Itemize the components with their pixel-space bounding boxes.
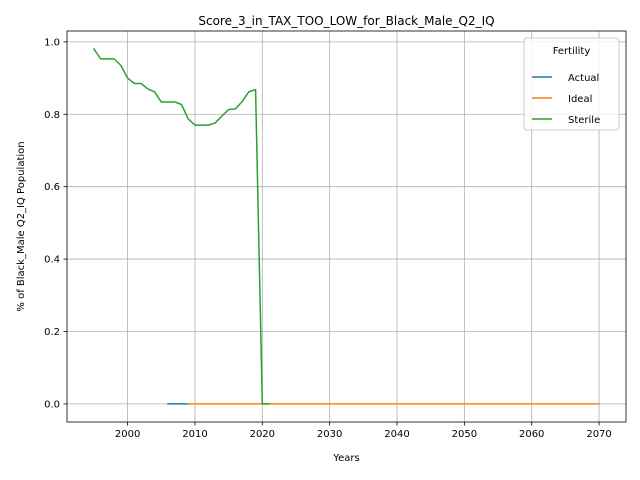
legend-items: Actual Ideal Sterile bbox=[532, 73, 600, 126]
y-tick-label: 0.6 bbox=[44, 182, 60, 193]
y-tick-label: 0.2 bbox=[44, 327, 60, 338]
series-line-sterile bbox=[92, 48, 270, 405]
x-axis-label: Years bbox=[332, 453, 359, 464]
chart-title: Score_3_in_TAX_TOO_LOW_for_Black_Male_Q2… bbox=[198, 14, 494, 28]
x-tick-label: 2000 bbox=[115, 429, 140, 440]
legend-title: Fertility bbox=[553, 46, 591, 57]
y-tick-label: 0.4 bbox=[44, 255, 60, 266]
y-axis-label: % of Black_Male Q2_IQ Population bbox=[16, 141, 27, 311]
legend: Fertility Actual Ideal Sterile bbox=[523, 37, 620, 131]
y-tick-label: 1.0 bbox=[44, 37, 60, 48]
x-tick-label: 2040 bbox=[384, 429, 409, 440]
plot-area-frame bbox=[66, 30, 627, 423]
x-tick-label: 2010 bbox=[182, 429, 207, 440]
axis-ticks: 2000 2010 2020 2030 2040 2050 2060 2070 0.0 0.2 0.… bbox=[44, 37, 612, 440]
x-tick-label: 2020 bbox=[250, 429, 275, 440]
y-tick-label: 0.8 bbox=[44, 110, 60, 121]
x-tick-label: 2030 bbox=[317, 429, 342, 440]
x-tick-label: 2060 bbox=[519, 429, 544, 440]
x-tick-label: 2050 bbox=[452, 429, 477, 440]
legend-label-sterile: Sterile bbox=[568, 115, 600, 126]
legend-box bbox=[523, 37, 620, 131]
series-lines bbox=[92, 48, 600, 405]
legend-label-ideal: Ideal bbox=[568, 94, 592, 105]
legend-label-actual: Actual bbox=[568, 73, 599, 84]
x-tick-label: 2070 bbox=[586, 429, 611, 440]
y-tick-label: 0.0 bbox=[44, 399, 60, 410]
